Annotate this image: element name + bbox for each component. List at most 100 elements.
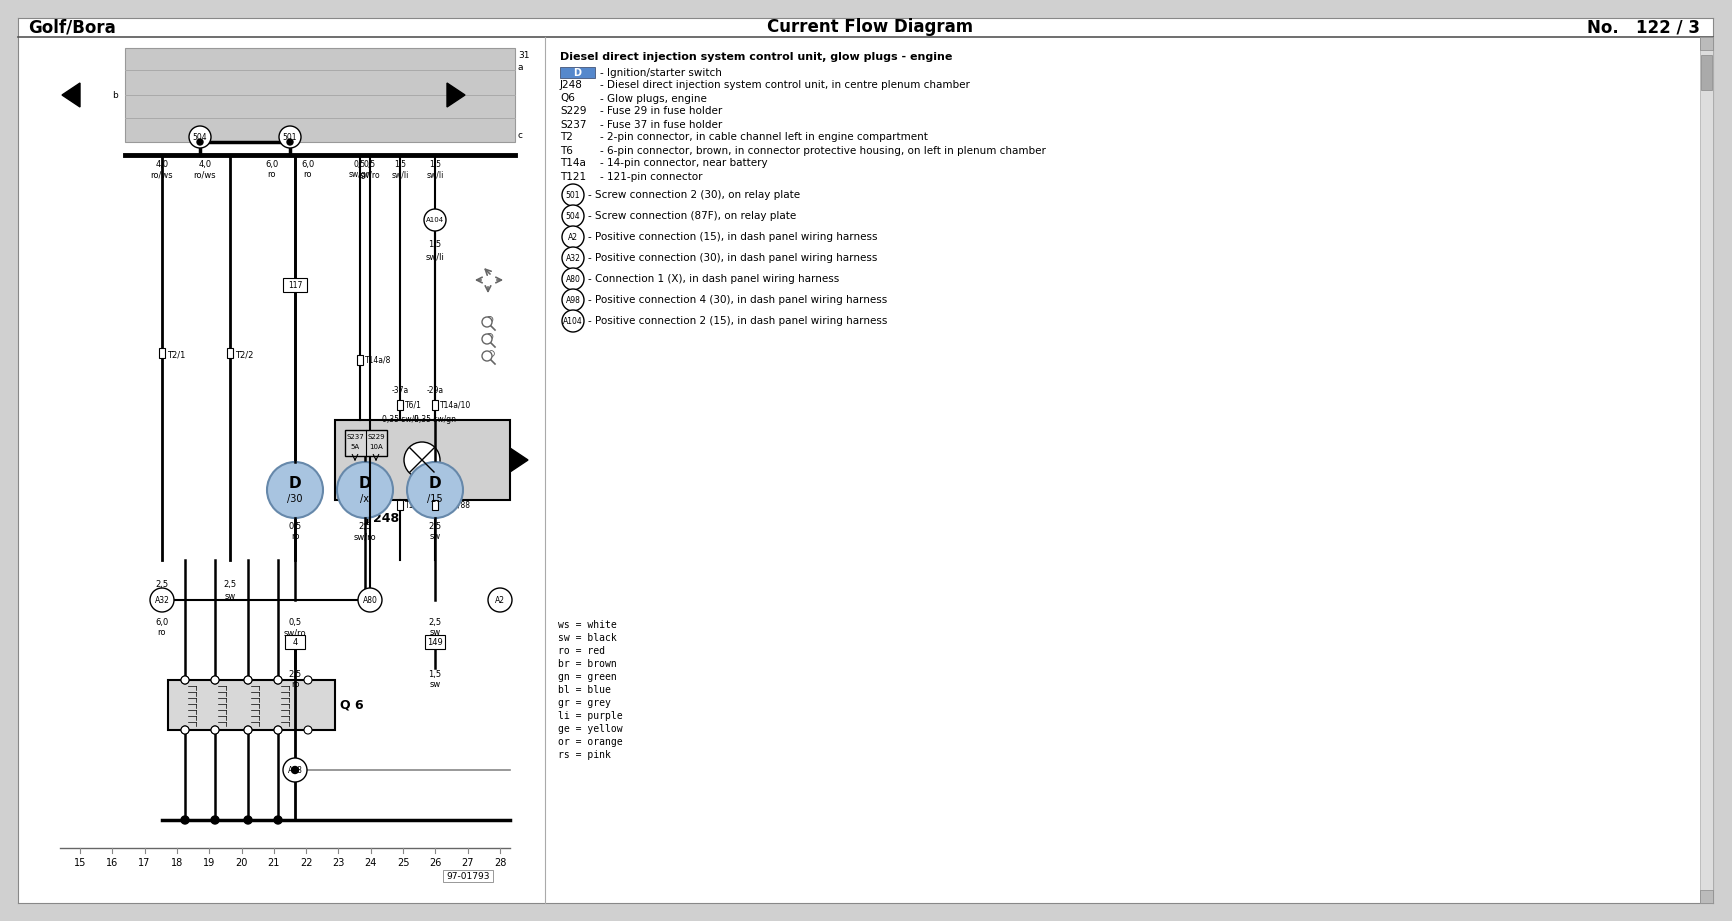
Text: A2: A2 <box>495 596 506 604</box>
Text: 1,5
sw/li: 1,5 sw/li <box>391 160 409 180</box>
Text: 20: 20 <box>236 858 248 868</box>
Circle shape <box>182 726 189 734</box>
Circle shape <box>561 247 584 269</box>
Text: - Positive connection 2 (15), in dash panel wiring harness: - Positive connection 2 (15), in dash pa… <box>587 316 887 326</box>
Circle shape <box>561 310 584 332</box>
Text: 2,5
sw: 2,5 sw <box>428 522 442 542</box>
Text: 18: 18 <box>171 858 184 868</box>
Text: 23: 23 <box>333 858 345 868</box>
Text: 0,5
sw/gn: 0,5 sw/gn <box>348 160 371 180</box>
Text: A2: A2 <box>568 232 578 241</box>
Circle shape <box>182 816 189 824</box>
Text: sw = black: sw = black <box>558 633 617 643</box>
Text: D: D <box>289 475 301 491</box>
Text: Q6: Q6 <box>559 94 575 103</box>
Circle shape <box>274 816 282 824</box>
Bar <box>1701 55 1711 90</box>
Text: 5A: 5A <box>350 444 360 450</box>
Text: 2,5
sw: 2,5 sw <box>428 618 442 637</box>
Text: 149: 149 <box>428 637 443 647</box>
Text: - Glow plugs, engine: - Glow plugs, engine <box>599 94 707 103</box>
Text: A32: A32 <box>566 253 580 262</box>
Circle shape <box>244 726 251 734</box>
Text: ⊙: ⊙ <box>485 349 494 359</box>
Text: a: a <box>518 63 523 72</box>
Text: 0,5
ro: 0,5 ro <box>289 522 301 542</box>
Text: Q 6: Q 6 <box>339 698 364 712</box>
Text: 117: 117 <box>288 281 301 289</box>
Text: ws = white: ws = white <box>558 620 617 630</box>
Circle shape <box>211 726 218 734</box>
Text: 0,5
sw/ro: 0,5 sw/ro <box>284 618 307 637</box>
Text: T2/1: T2/1 <box>166 351 185 359</box>
Text: S237: S237 <box>559 120 587 130</box>
Bar <box>424 635 445 649</box>
Circle shape <box>274 676 282 684</box>
Circle shape <box>424 209 447 231</box>
Text: 4,0
ro/ws: 4,0 ro/ws <box>194 160 216 180</box>
Text: b: b <box>113 90 118 99</box>
Bar <box>334 420 509 500</box>
Circle shape <box>561 205 584 227</box>
Circle shape <box>282 758 307 782</box>
Text: /30: /30 <box>288 494 303 504</box>
Circle shape <box>305 676 312 684</box>
Text: T121: T121 <box>559 171 585 181</box>
Circle shape <box>561 226 584 248</box>
Bar <box>397 400 404 410</box>
Bar <box>431 400 438 410</box>
Circle shape <box>182 676 189 684</box>
Text: ⊕: ⊕ <box>485 315 495 325</box>
Text: 501: 501 <box>566 191 580 200</box>
Circle shape <box>481 317 492 327</box>
Text: D: D <box>573 67 580 77</box>
Circle shape <box>211 676 218 684</box>
Text: - Screw connection (87F), on relay plate: - Screw connection (87F), on relay plate <box>587 211 797 221</box>
Text: A80: A80 <box>362 596 378 604</box>
Text: 4: 4 <box>293 637 298 647</box>
Text: ro = red: ro = red <box>558 646 604 656</box>
Text: T6: T6 <box>559 146 573 156</box>
Text: bl = blue: bl = blue <box>558 685 611 695</box>
Text: 0,35 sw/li: 0,35 sw/li <box>381 415 419 424</box>
Text: T121/88: T121/88 <box>440 500 471 509</box>
Bar <box>282 278 307 292</box>
Bar <box>159 348 165 358</box>
Text: 1,5: 1,5 <box>428 240 442 249</box>
Circle shape <box>359 588 383 612</box>
Text: c: c <box>518 131 523 139</box>
Text: - Connection 1 (X), in dash panel wiring harness: - Connection 1 (X), in dash panel wiring… <box>587 274 840 284</box>
Circle shape <box>244 726 251 734</box>
Text: - Fuse 37 in fuse holder: - Fuse 37 in fuse holder <box>599 120 722 130</box>
Circle shape <box>279 126 301 148</box>
Text: - Positive connection (30), in dash panel wiring harness: - Positive connection (30), in dash pane… <box>587 253 878 263</box>
Text: - 121-pin connector: - 121-pin connector <box>599 171 703 181</box>
Circle shape <box>197 139 203 145</box>
Text: 28: 28 <box>494 858 506 868</box>
Circle shape <box>404 442 440 478</box>
Text: - Fuse 29 in fuse holder: - Fuse 29 in fuse holder <box>599 107 722 116</box>
Circle shape <box>338 462 393 518</box>
Circle shape <box>274 726 282 734</box>
Circle shape <box>561 289 584 311</box>
Text: 1,5
sw: 1,5 sw <box>428 670 442 690</box>
Circle shape <box>211 676 218 684</box>
Text: 6,0
ro: 6,0 ro <box>156 618 168 637</box>
Text: A98: A98 <box>566 296 580 305</box>
Bar <box>345 430 386 456</box>
Text: ⊕: ⊕ <box>485 332 495 342</box>
Text: - Positive connection (15), in dash panel wiring harness: - Positive connection (15), in dash pane… <box>587 232 878 242</box>
Text: 24: 24 <box>364 858 378 868</box>
Text: or = orange: or = orange <box>558 737 622 747</box>
Circle shape <box>267 462 322 518</box>
Circle shape <box>488 588 513 612</box>
Circle shape <box>481 334 492 344</box>
Bar <box>125 48 514 142</box>
Circle shape <box>182 676 189 684</box>
Bar <box>397 500 404 510</box>
Text: rs = pink: rs = pink <box>558 750 611 760</box>
Text: A98: A98 <box>288 765 303 775</box>
Text: 0,5
sw/ro: 0,5 sw/ro <box>360 160 381 180</box>
Bar <box>286 635 305 649</box>
Text: 504: 504 <box>192 133 208 142</box>
